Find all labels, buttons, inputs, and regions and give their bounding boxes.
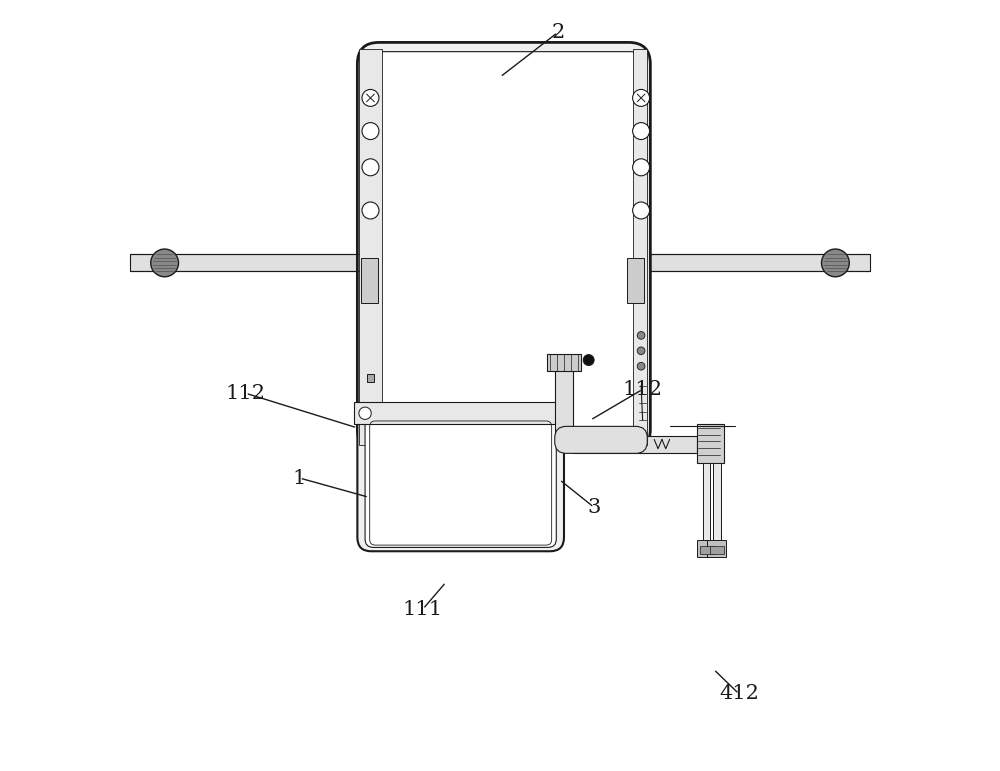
FancyBboxPatch shape xyxy=(555,426,647,453)
Circle shape xyxy=(583,355,594,365)
Circle shape xyxy=(633,202,650,219)
Bar xyxy=(697,436,720,453)
Circle shape xyxy=(362,159,379,176)
FancyBboxPatch shape xyxy=(365,416,556,547)
Circle shape xyxy=(362,123,379,140)
FancyBboxPatch shape xyxy=(357,42,650,451)
Text: 3: 3 xyxy=(587,498,601,517)
Bar xyxy=(703,463,710,551)
Bar xyxy=(354,402,568,424)
Bar xyxy=(707,540,726,557)
Text: 412: 412 xyxy=(719,685,759,703)
Circle shape xyxy=(633,159,650,176)
Circle shape xyxy=(362,202,379,219)
Bar xyxy=(555,368,573,436)
Bar xyxy=(547,354,581,371)
Bar xyxy=(697,424,724,463)
Text: 112: 112 xyxy=(623,380,663,399)
Bar xyxy=(359,49,382,445)
Text: 1: 1 xyxy=(293,469,306,487)
Bar xyxy=(367,374,374,382)
Bar xyxy=(710,546,724,554)
Circle shape xyxy=(633,89,650,106)
FancyBboxPatch shape xyxy=(357,409,564,551)
Bar xyxy=(697,540,716,557)
Bar xyxy=(627,258,644,303)
Bar xyxy=(626,254,870,271)
Circle shape xyxy=(637,362,645,370)
Bar xyxy=(573,436,700,453)
Circle shape xyxy=(637,332,645,339)
Circle shape xyxy=(633,123,650,140)
Circle shape xyxy=(637,347,645,355)
Text: 2: 2 xyxy=(551,23,564,42)
Bar xyxy=(700,546,714,554)
Bar xyxy=(361,258,378,303)
Text: 111: 111 xyxy=(403,600,443,618)
FancyBboxPatch shape xyxy=(367,52,641,442)
Circle shape xyxy=(362,89,379,106)
Bar xyxy=(633,49,647,445)
Text: 112: 112 xyxy=(226,384,266,402)
Bar xyxy=(130,254,382,271)
Circle shape xyxy=(359,407,371,419)
Bar xyxy=(713,463,721,551)
Circle shape xyxy=(151,249,178,277)
Circle shape xyxy=(822,249,849,277)
